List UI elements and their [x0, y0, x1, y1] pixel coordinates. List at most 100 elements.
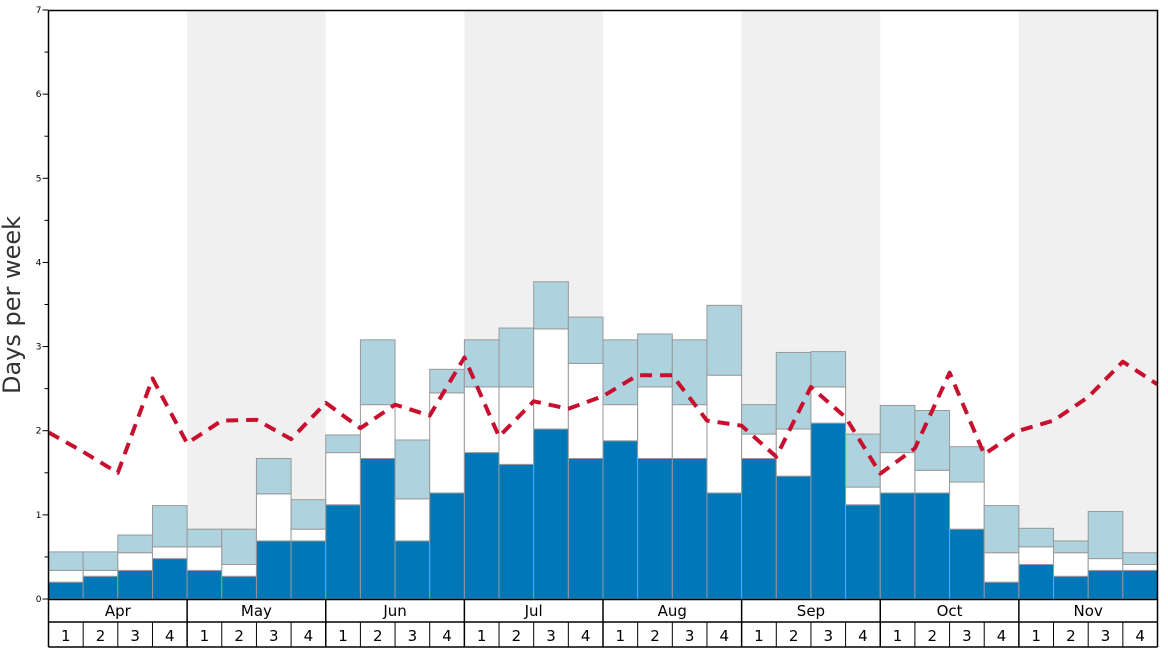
bar-segment-top: [706, 304, 743, 376]
week-label: 3: [546, 627, 556, 645]
bar-segment-bottom: [706, 492, 743, 600]
bar-segment-middle: [498, 386, 535, 465]
week-label: 2: [512, 627, 522, 645]
week-label: 4: [304, 627, 314, 645]
y-tick-label: 5: [36, 174, 42, 184]
week-label: 3: [823, 627, 833, 645]
month-label: Aug: [658, 602, 687, 620]
bar-segment-bottom: [1122, 569, 1158, 600]
bar-segment-top: [463, 339, 500, 388]
bar-segment-middle: [741, 433, 777, 459]
bar-segment-bottom: [914, 492, 951, 600]
week-label: 4: [442, 627, 452, 645]
week-label: 4: [581, 627, 591, 645]
bar-segment-bottom: [949, 528, 985, 600]
y-tick-label: 4: [36, 258, 42, 268]
bar-segment-top: [429, 368, 465, 394]
bar-segment-middle: [359, 404, 396, 459]
week-label: 4: [1135, 627, 1145, 645]
bar-segment-top: [567, 316, 604, 364]
week-label: 2: [96, 627, 106, 645]
bar-segment-bottom: [1018, 564, 1055, 600]
week-label: 1: [893, 627, 903, 645]
plot-frame: [47, 9, 1159, 601]
y-tick-label: 7: [36, 6, 42, 16]
bar-segment-bottom: [533, 428, 569, 600]
week-label: 2: [789, 627, 799, 645]
bar-segment-top: [879, 404, 916, 454]
week-label: 1: [477, 627, 487, 645]
bar-segment-middle: [151, 546, 188, 560]
bar-segment-bottom: [290, 540, 327, 600]
bar-segment-bottom: [82, 575, 119, 600]
bar-segment-middle: [1053, 552, 1089, 577]
bar-segment-top: [533, 281, 569, 330]
y-tick-label: 0: [36, 595, 42, 605]
bar-segment-top: [914, 410, 951, 471]
bar-segment-top: [151, 505, 188, 548]
y-axis-title: Days per week: [0, 216, 26, 394]
bar-segment-bottom: [602, 440, 639, 600]
bar-segment-middle: [949, 481, 985, 530]
bar-segment-top: [637, 333, 673, 388]
bar-segment-middle: [671, 404, 708, 459]
bar-segment-bottom: [48, 581, 84, 600]
bar-segment-top: [810, 351, 847, 388]
bar-segment-middle: [1087, 558, 1124, 571]
bar-segment-middle: [82, 569, 119, 577]
week-label: 1: [1031, 627, 1041, 645]
week-label: 2: [234, 627, 244, 645]
bar-segment-top: [1122, 552, 1158, 566]
month-label: Jul: [524, 602, 543, 620]
bar-segment-middle: [186, 546, 223, 571]
bar-segment-bottom: [117, 569, 153, 600]
average-line: [47, 355, 1159, 476]
bar-segment-bottom: [429, 492, 465, 600]
average-line-layer: [47, 355, 1159, 476]
bar-segment-bottom: [879, 492, 916, 600]
bar-segment-top: [1018, 527, 1055, 548]
bar-segment-bottom: [637, 457, 673, 600]
bar-segment-middle: [706, 374, 743, 494]
bar-segment-bottom: [671, 457, 708, 600]
bar-segment-middle: [117, 552, 153, 571]
y-tick-label: 1: [36, 511, 42, 521]
x-axis: Apr 1 2 3 4 May 1 2 3 4 Jun 1 2 3 4 Jul 1 2 3 4 Aug 1 2 3 4 Sep 1 2…: [47, 599, 1159, 648]
bar-segment-bottom: [151, 558, 188, 600]
bar-segment-bottom: [463, 452, 500, 600]
bar-segment-bottom: [983, 581, 1020, 600]
y-tick-label: 6: [36, 90, 42, 100]
bar-segment-top: [117, 534, 153, 554]
week-label: 1: [754, 627, 764, 645]
bar-segment-bottom: [810, 422, 847, 600]
bar-segment-bottom: [359, 457, 396, 600]
bar-segment-top: [775, 351, 812, 430]
bar-segment-bottom: [845, 504, 881, 600]
bar-segment-top: [82, 551, 119, 571]
week-label: 3: [685, 627, 695, 645]
week-label: 1: [200, 627, 210, 645]
y-axis: 0 1 2 3 4 5 6 7: [36, 6, 49, 605]
month-label: Jun: [382, 602, 406, 620]
bar-segment-bottom: [775, 475, 812, 600]
bar-segment-top: [498, 327, 535, 388]
week-label: 2: [1066, 627, 1076, 645]
bar-segment-bottom: [255, 540, 292, 600]
bar-segment-bottom: [221, 575, 257, 600]
bar-segment-middle: [394, 498, 431, 542]
bar-segment-bottom: [1053, 575, 1089, 600]
bar-segment-middle: [845, 486, 881, 506]
bar-segment-bottom: [498, 463, 535, 600]
bar-segment-middle: [533, 328, 569, 430]
bar-segment-top: [48, 551, 84, 571]
week-label: 3: [408, 627, 418, 645]
bar-segment-top: [325, 434, 361, 454]
week-label: 4: [165, 627, 175, 645]
week-label: 1: [61, 627, 71, 645]
bar-segment-middle: [567, 362, 604, 459]
bar-segment-middle: [602, 404, 639, 442]
month-label: Oct: [937, 602, 963, 620]
bar-segment-top: [255, 457, 292, 495]
week-label: 1: [338, 627, 348, 645]
